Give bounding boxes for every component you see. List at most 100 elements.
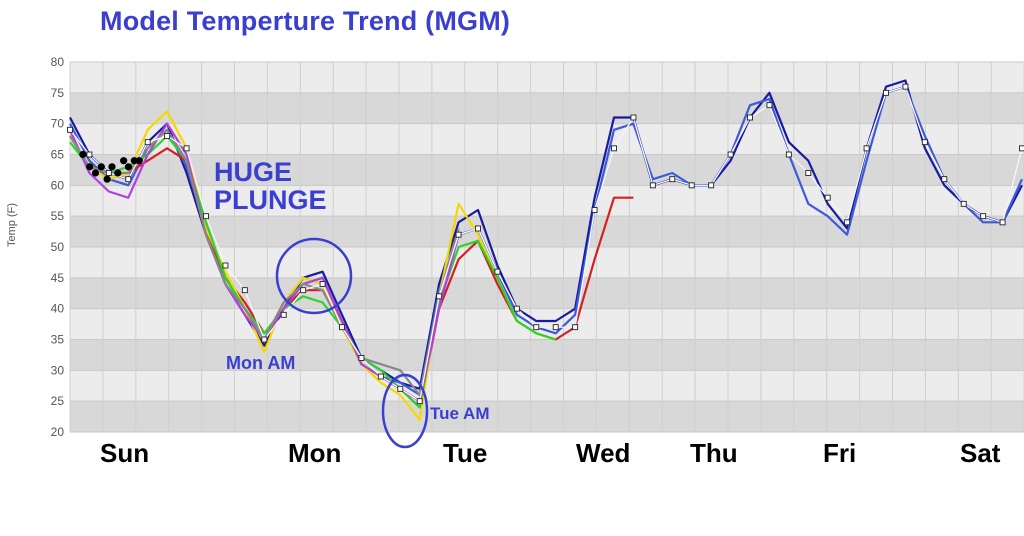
- series-marker: [319, 281, 326, 287]
- y-axis-label: Temp (F): [6, 203, 18, 247]
- annotation-mon-am: Mon AM: [226, 353, 296, 373]
- observed-point: [86, 163, 94, 171]
- series-marker: [164, 133, 171, 139]
- series-marker: [844, 219, 851, 226]
- annotation-huge-plunge: HUGE PLUNGE: [214, 157, 327, 215]
- y-tick-label: 55: [51, 209, 65, 223]
- annotation-tue-am: Tue AM: [430, 404, 490, 423]
- series-marker: [183, 145, 190, 152]
- day-label-sat: Sat: [960, 438, 1001, 468]
- series-marker: [222, 262, 229, 269]
- day-label-fri: Fri: [823, 438, 857, 468]
- series-marker: [494, 268, 501, 275]
- series-marker: [144, 139, 151, 146]
- series-marker: [300, 287, 307, 294]
- series-marker: [105, 170, 112, 176]
- series-marker: [649, 182, 656, 189]
- plot-band: [70, 92, 1024, 124]
- day-label-wed: Wed: [576, 438, 631, 468]
- series-marker: [358, 355, 365, 361]
- series-marker: [552, 324, 559, 331]
- observed-point: [108, 163, 116, 171]
- series-marker: [513, 305, 520, 312]
- observed-point: [91, 169, 100, 177]
- y-tick-label: 50: [51, 240, 65, 254]
- plot-band: [70, 216, 1024, 247]
- plot-band: [70, 123, 1024, 155]
- mon-am-circle: [275, 237, 353, 315]
- series-marker: [1019, 145, 1024, 152]
- series-marker: [708, 182, 715, 189]
- y-tick-labels: 20 25 30 35 40 45 50 55 60 65 70 75 80: [51, 55, 65, 439]
- observed-points: [79, 150, 143, 183]
- series-marker: [455, 231, 462, 238]
- series-marker: [747, 114, 753, 121]
- y-tick-label: 80: [51, 55, 65, 69]
- series-marker: [280, 311, 287, 318]
- observed-point: [120, 157, 128, 165]
- y-tick-label: 25: [51, 394, 65, 408]
- series-marker: [67, 126, 73, 133]
- series-marker: [902, 83, 909, 90]
- plot-band: [70, 277, 1024, 309]
- series-marker: [630, 114, 637, 121]
- series-marker: [203, 213, 209, 220]
- series-marker: [980, 213, 987, 220]
- plot-bands: [70, 62, 1024, 432]
- chart-title: Model Temperture Trend (MGM): [100, 6, 511, 36]
- series-marker: [86, 151, 93, 158]
- y-tick-label: 60: [51, 178, 65, 192]
- observed-point: [97, 163, 105, 171]
- series-marker: [824, 194, 831, 201]
- series-marker: [727, 151, 734, 158]
- plot-band: [70, 308, 1024, 340]
- series-marker: [241, 287, 248, 294]
- tue-am-circle: [381, 373, 429, 449]
- series-marker: [921, 139, 928, 146]
- day-label-mon: Mon: [288, 438, 342, 468]
- series-marker: [960, 200, 967, 207]
- series-marker: [688, 182, 695, 189]
- series-line-mgm: [69, 86, 1023, 402]
- series-marker: [883, 89, 889, 96]
- series-marker: [125, 176, 132, 183]
- y-tick-label: 75: [51, 86, 65, 100]
- highlight-circles: [275, 237, 429, 449]
- series-marker: [805, 170, 812, 176]
- plot-grid: [69, 61, 1024, 433]
- y-tick-label: 70: [51, 117, 65, 131]
- plot-band: [70, 62, 1024, 93]
- series-marker: [339, 324, 345, 331]
- series-marker: [591, 207, 598, 213]
- series-marker: [766, 102, 773, 109]
- y-tick-label: 20: [51, 425, 65, 439]
- y-tick-label: 30: [51, 363, 65, 377]
- series-marker: [669, 176, 676, 183]
- day-label-sun: Sun: [100, 438, 150, 468]
- series-marker: [785, 151, 792, 158]
- y-tick-label: 40: [51, 302, 65, 316]
- day-label-thu: Thu: [690, 438, 738, 468]
- observed-point: [103, 175, 111, 183]
- series-marker: [261, 336, 268, 343]
- observed-point: [114, 169, 122, 177]
- observed-point: [79, 150, 87, 159]
- series-marker: [572, 324, 579, 331]
- series-marker: [377, 373, 384, 380]
- plot-band: [70, 339, 1024, 371]
- series-marker: [436, 293, 443, 300]
- y-tick-label: 65: [51, 148, 65, 162]
- y-tick-label: 35: [51, 333, 65, 347]
- series-marker: [611, 145, 617, 152]
- series-marker: [397, 385, 404, 392]
- plot-band: [70, 247, 1024, 278]
- series-marker: [941, 176, 948, 183]
- series-marker: [533, 324, 540, 331]
- series-marker: [475, 225, 481, 232]
- y-tick-label: 45: [51, 271, 65, 285]
- observed-point: [124, 163, 133, 171]
- series-marker: [999, 219, 1006, 226]
- plot-band: [70, 401, 1024, 432]
- plot-band: [70, 185, 1024, 217]
